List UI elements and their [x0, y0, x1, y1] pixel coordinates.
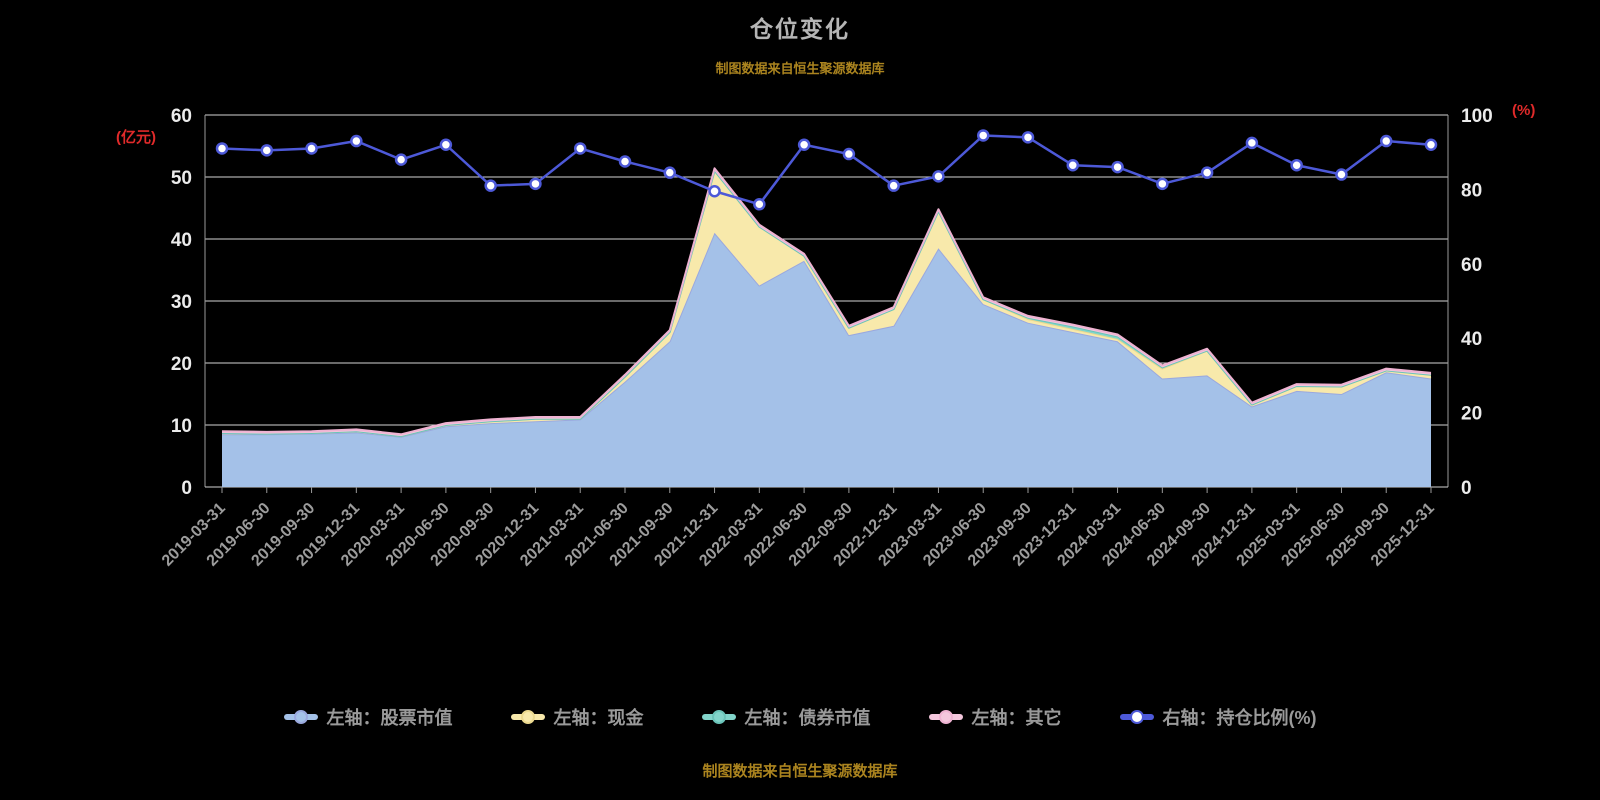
ratio-point [215, 142, 229, 155]
ratio-point [529, 177, 542, 191]
svg-text:60: 60 [1461, 255, 1482, 276]
ratio-point [976, 129, 990, 142]
ratio-point [1021, 131, 1035, 144]
bond-series-icon [701, 710, 736, 724]
ratio-point [1111, 160, 1124, 174]
ratio-point [618, 155, 632, 168]
svg-text:100: 100 [1461, 106, 1493, 127]
ratio-point [1066, 158, 1080, 172]
area-edge-3 [221, 167, 1432, 436]
ratio-line-series [215, 129, 1438, 211]
legend-item-ratio[interactable]: 右轴：持仓比例(%) [1119, 704, 1317, 730]
legend-label: 左轴：现金 [553, 708, 644, 728]
right-axis-unit: (%) [1512, 102, 1536, 119]
svg-text:10: 10 [171, 416, 192, 437]
ratio-point [573, 142, 587, 155]
ratio-point [484, 179, 497, 192]
legend-label: 右轴：持仓比例(%) [1162, 708, 1317, 728]
ratio-point [932, 170, 945, 183]
ratio-point [1424, 138, 1438, 152]
svg-text:0: 0 [181, 478, 192, 499]
svg-text:80: 80 [1461, 180, 1482, 201]
ratio-point [887, 179, 900, 192]
legend-label: 左轴：债券市值 [744, 708, 871, 728]
ratio-point [439, 138, 453, 152]
ratio-point [260, 144, 274, 157]
ratio-point [753, 198, 766, 211]
ratio-point [305, 142, 318, 155]
chart-legend: 左轴：股票市值 左轴：现金 左轴：债券市值 左轴：其它 右轴：持仓比例(%) [0, 704, 1600, 730]
legend-item-bond[interactable]: 左轴：债券市值 [701, 704, 871, 730]
ratio-point [663, 166, 677, 179]
ratio-point [1200, 166, 1214, 179]
stacked-area-series [221, 167, 1432, 487]
source-note-bottom: 制图数据来自恒生聚源数据库 [702, 763, 898, 780]
legend-item-other[interactable]: 左轴：其它 [928, 704, 1062, 730]
ratio-point [842, 147, 856, 161]
ratio-point [1156, 177, 1169, 191]
svg-text:60: 60 [171, 106, 192, 127]
legend-item-cash[interactable]: 左轴：现金 [510, 704, 644, 730]
ratio-point [1290, 158, 1303, 172]
source-note-top: 制图数据来自恒生聚源数据库 [715, 61, 885, 76]
svg-text:40: 40 [1461, 329, 1482, 350]
left-axis-labels: 0 10 20 30 40 50 60 [171, 106, 192, 499]
legend-label: 左轴：股票市值 [326, 708, 453, 728]
stock-series-icon [283, 710, 318, 724]
left-axis-unit: (亿元) [116, 129, 156, 146]
svg-text:50: 50 [171, 168, 192, 189]
page-title: 仓位变化 [750, 16, 850, 42]
ratio-point [797, 138, 811, 152]
ratio-point [1379, 134, 1393, 148]
ratio-point [350, 134, 363, 148]
ratio-point [708, 185, 721, 198]
legend-label: 左轴：其它 [971, 708, 1062, 728]
ratio-point [1335, 168, 1348, 181]
x-axis-labels: 2019-03-312019-06-302019-09-302019-12-31… [159, 487, 1438, 570]
cash-series-icon [510, 710, 545, 724]
other-series-icon [928, 710, 963, 724]
svg-text:0: 0 [1461, 478, 1472, 499]
svg-text:20: 20 [1461, 404, 1482, 425]
area-series-0 [222, 232, 1431, 487]
svg-text:30: 30 [171, 292, 192, 313]
ratio-series-icon [1119, 710, 1154, 724]
svg-text:20: 20 [171, 354, 192, 375]
right-axis-labels: 0 20 40 60 80 100 [1461, 106, 1493, 499]
ratio-point [394, 153, 408, 166]
ratio-point [1245, 136, 1259, 150]
legend-item-stock[interactable]: 左轴：股票市值 [283, 704, 453, 730]
svg-text:40: 40 [171, 230, 192, 251]
